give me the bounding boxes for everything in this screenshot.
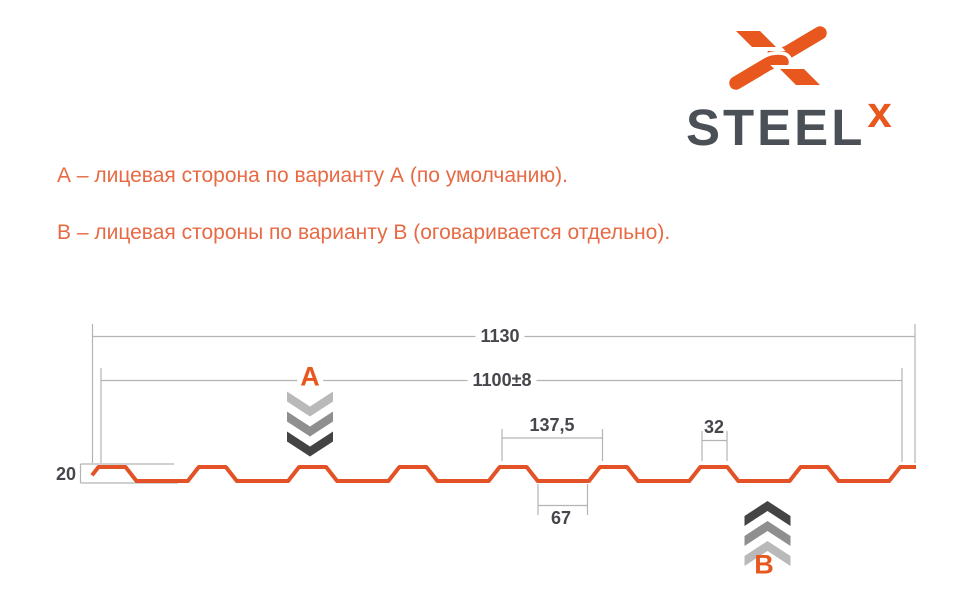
brand-wordmark: STEELx	[686, 91, 892, 156]
dim-valley: 67	[550, 508, 572, 529]
dim-working-width: 1100±8	[467, 370, 537, 391]
legend-variant-a: А – лицевая сторона по варианту А (по ум…	[57, 164, 568, 187]
dim-total-width: 1130	[475, 326, 525, 347]
dim-pitch: 137,5	[529, 415, 575, 436]
dimension-lines	[79, 324, 916, 515]
variant-b-chevrons-icon	[744, 501, 791, 566]
steelx-logo-icon	[727, 26, 829, 94]
marker-a-label: A	[297, 363, 323, 391]
variant-a-chevrons-icon	[287, 391, 333, 457]
marker-b-label: B	[754, 549, 774, 580]
dim-height: 20	[55, 464, 77, 485]
brand-name: STEEL	[686, 99, 866, 156]
brand-sup-x: x	[867, 88, 892, 137]
legend-variant-b: В – лицевая стороны по варианту В (огова…	[57, 221, 671, 244]
dim-rib-top: 32	[703, 417, 725, 438]
sheet-profile-outline	[90, 465, 916, 483]
